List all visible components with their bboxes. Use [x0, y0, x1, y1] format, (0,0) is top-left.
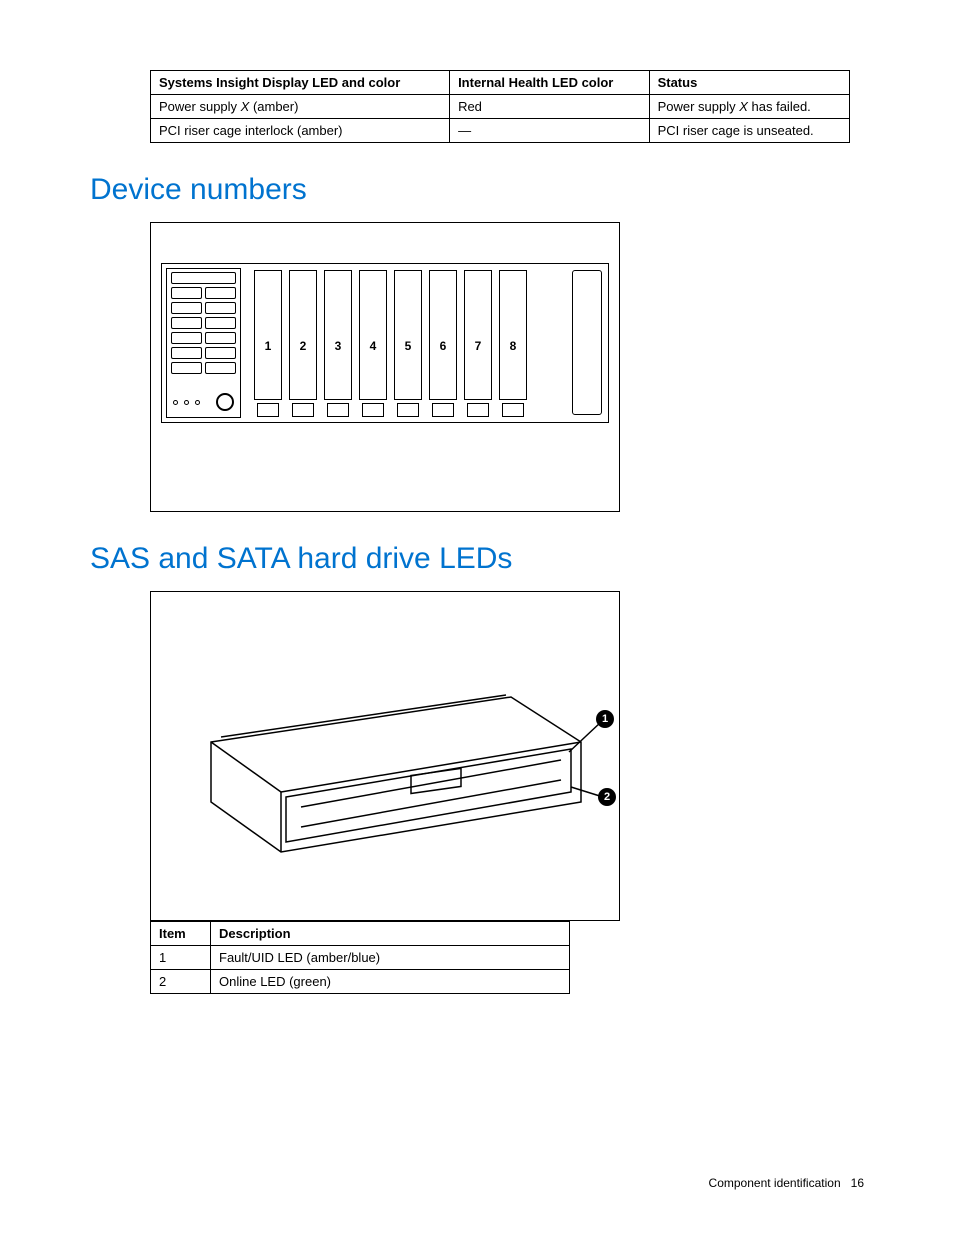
col-header: Status: [649, 71, 849, 95]
table-row: PCI riser cage interlock (amber) — PCI r…: [151, 119, 850, 143]
heading-sas-sata: SAS and SATA hard drive LEDs: [90, 542, 864, 576]
heading-device-numbers: Device numbers: [90, 173, 864, 207]
callout-2: 2: [598, 788, 616, 806]
control-panel-icon: [166, 268, 241, 418]
col-header: Systems Insight Display LED and color: [151, 71, 450, 95]
col-header: Description: [211, 922, 570, 946]
hard-drive-icon: [151, 592, 621, 922]
col-header: Item: [151, 922, 211, 946]
handle-icon: [572, 270, 602, 415]
table-row: 2 Online LED (green): [151, 970, 570, 994]
page-footer: Component identification 16: [709, 1176, 864, 1190]
table-row: Power supply X (amber) Red Power supply …: [151, 95, 850, 119]
figure-device-numbers: 1 2 3 4 5 6 7 8: [150, 222, 620, 512]
col-header: Internal Health LED color: [450, 71, 650, 95]
callout-1: 1: [596, 710, 614, 728]
figure-hard-drive: 1 2: [150, 591, 620, 921]
drive-led-table: Item Description 1 Fault/UID LED (amber/…: [150, 921, 570, 994]
table-row: 1 Fault/UID LED (amber/blue): [151, 946, 570, 970]
led-status-table: Systems Insight Display LED and color In…: [150, 70, 850, 143]
